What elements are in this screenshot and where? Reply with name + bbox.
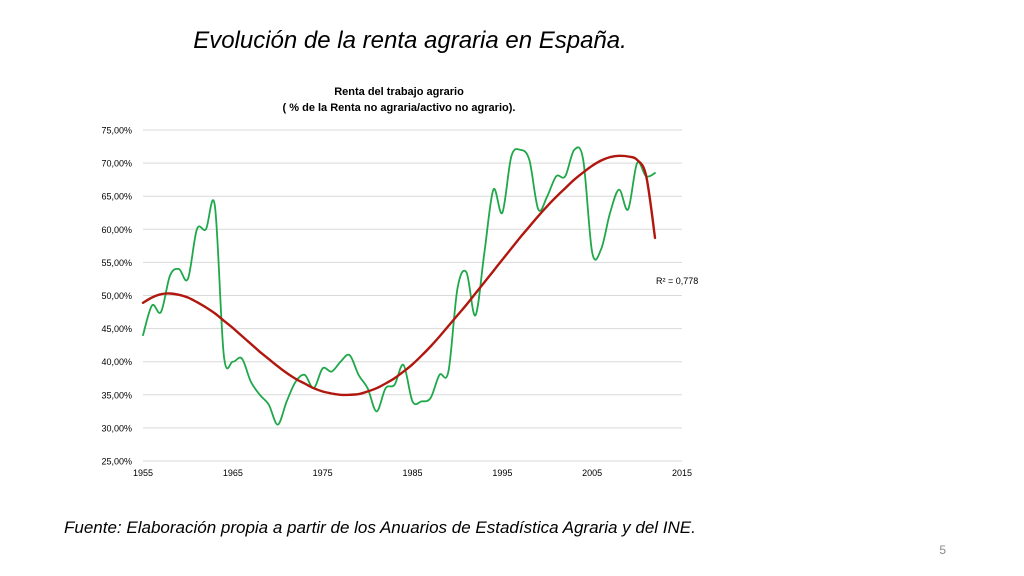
y-tick-label: 75,00%	[101, 126, 132, 136]
x-tick-label: 1995	[492, 468, 512, 478]
y-tick-label: 60,00%	[101, 225, 132, 235]
y-axis-ticks: 25,00% 30,00% 35,00% 40,00% 45,00% 50,00% 55,0…	[101, 126, 132, 467]
x-axis-ticks: 1955 1965 1975 1985 1995 2005 2015	[133, 468, 692, 478]
slide-title: Evolución de la renta agraria en España.	[193, 27, 627, 54]
y-tick-label: 35,00%	[101, 390, 132, 400]
chart-canvas: Renta del trabajo agrario ( % de la Rent…	[101, 86, 698, 478]
source-note: Fuente: Elaboración propia a partir de l…	[64, 518, 696, 537]
y-tick-label: 40,00%	[101, 357, 132, 367]
x-tick-label: 1965	[223, 468, 243, 478]
chart-title: Renta del trabajo agrario	[334, 86, 464, 98]
y-tick-label: 50,00%	[101, 291, 132, 301]
y-tick-label: 45,00%	[101, 324, 132, 334]
x-tick-label: 1975	[313, 468, 333, 478]
x-tick-label: 2015	[672, 468, 692, 478]
y-tick-label: 70,00%	[101, 159, 132, 169]
r-squared-label: R² = 0,778	[656, 276, 698, 286]
y-tick-label: 30,00%	[101, 423, 132, 433]
chart-subtitle: ( % de la Renta no agraria/activo no agr…	[283, 102, 516, 114]
page-number: 5	[939, 543, 946, 557]
data-series-line	[142, 146, 656, 426]
y-tick-label: 25,00%	[101, 457, 132, 467]
y-tick-label: 55,00%	[101, 258, 132, 268]
x-tick-label: 2005	[582, 468, 602, 478]
x-tick-label: 1955	[133, 468, 153, 478]
renta-agraria-chart: Renta del trabajo agrario ( % de la Rent…	[80, 78, 720, 488]
y-tick-label: 65,00%	[101, 192, 132, 202]
trend-line	[141, 154, 657, 397]
gridlines	[143, 129, 682, 462]
series-layer	[141, 146, 657, 426]
x-tick-label: 1985	[402, 468, 422, 478]
